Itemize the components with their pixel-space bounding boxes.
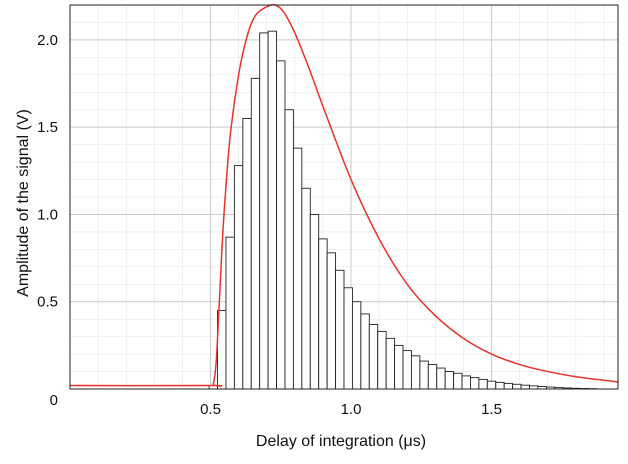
histogram-bar [427,364,438,390]
histogram-bar [461,375,471,390]
x-tick-labels: 0.5 1.0 1.5 [200,401,502,418]
x-tick-label: 1.5 [481,401,502,418]
histogram-bar [301,187,311,390]
histogram-bar [410,355,421,390]
histogram-bar [385,337,396,390]
histogram-bar [360,313,370,390]
histogram-bar [343,287,353,390]
histogram-bar [512,383,522,390]
histogram-bar [326,252,337,390]
histogram-bar [267,30,278,390]
histogram-bar [335,269,345,390]
y-tick-label: 1.5 [37,119,58,136]
histogram-bar [453,372,463,390]
grid-major [70,5,618,389]
histogram-bar [259,32,269,390]
y-tick-label: 0.5 [37,294,58,311]
histogram-bar [292,147,303,390]
y-tick-label: 2.0 [37,32,58,49]
histogram-bar [436,367,446,390]
histogram-bar [309,214,320,390]
histogram-bar [495,381,505,390]
y-tick-labels: 0 0.5 1.0 1.5 2.0 [37,32,58,409]
histogram-bar [250,77,261,390]
histogram-bar [225,236,235,390]
histogram-bar [402,350,412,390]
histogram-bar [503,382,514,390]
histogram-bar [520,384,530,390]
histogram-bar [444,371,455,390]
histogram-bar [284,109,294,390]
plot-frame [69,4,619,390]
y-axis-label: Amplitude of the signal (V) [15,109,32,297]
x-tick-label: 0.5 [200,401,221,418]
signal-curve [69,3,619,387]
histogram-bar [486,380,497,390]
histogram-bar [470,377,480,390]
histogram-bar [276,60,286,390]
x-axis-label: Delay of integration (μs) [256,433,426,450]
y-tick-label: 1.0 [37,206,58,223]
histogram-bar [318,238,328,390]
histogram-bar [478,378,488,390]
histogram-bar [242,118,252,390]
histogram-bar [394,344,404,390]
histogram-bar [419,360,429,390]
histogram-bar [351,301,362,390]
y-tick-label: 0 [50,392,58,409]
histogram-bar [368,323,379,390]
histogram-bar [377,330,387,390]
x-tick-label: 1.0 [341,401,362,418]
histogram-bars [208,30,598,390]
histogram-bar [233,165,244,390]
